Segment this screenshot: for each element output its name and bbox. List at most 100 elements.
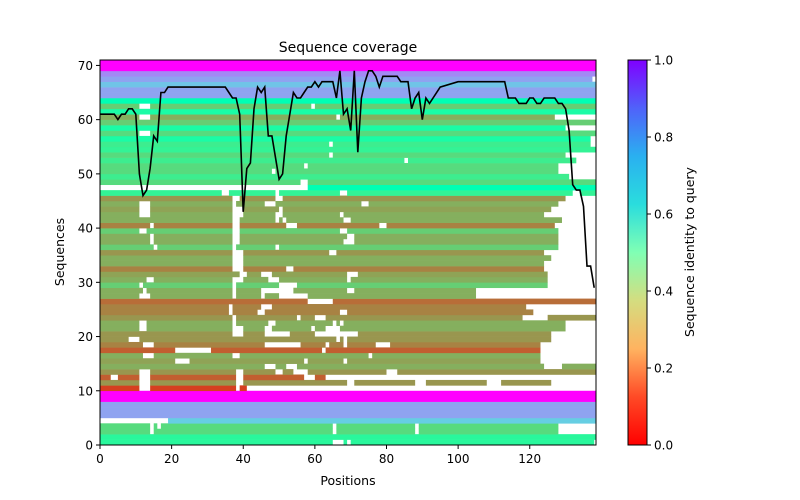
heatmap-cell bbox=[243, 325, 265, 332]
heatmap-cell bbox=[243, 255, 552, 261]
x-tick-label: 120 bbox=[518, 452, 541, 466]
heatmap-cell bbox=[275, 320, 333, 327]
heatmap-cell bbox=[347, 190, 573, 196]
heatmap-cell bbox=[236, 314, 297, 321]
heatmap-cell bbox=[150, 130, 596, 137]
heatmap-cell bbox=[100, 374, 111, 381]
heatmap-cell bbox=[239, 195, 276, 202]
heatmap-cell bbox=[279, 276, 348, 283]
heatmap-cell bbox=[279, 217, 283, 223]
colorbar-tick-label: 0.6 bbox=[654, 208, 673, 222]
heatmap-cell bbox=[211, 347, 323, 354]
heatmap-cell bbox=[332, 152, 566, 158]
heatmap-cell bbox=[100, 282, 140, 289]
heatmap-cell bbox=[100, 152, 330, 158]
heatmap-cell bbox=[146, 287, 233, 294]
heatmap-cell bbox=[501, 379, 552, 386]
heatmap-cell bbox=[368, 200, 559, 207]
heatmap-cell bbox=[100, 320, 140, 327]
heatmap-cell bbox=[336, 423, 416, 430]
heatmap-cell bbox=[579, 190, 596, 196]
heatmap-cell bbox=[246, 271, 262, 278]
chart-title: Sequence coverage bbox=[279, 40, 418, 56]
heatmap-cell bbox=[271, 271, 348, 278]
heatmap-cell bbox=[239, 352, 369, 359]
heatmap-cell bbox=[100, 146, 596, 153]
heatmap-cell bbox=[100, 228, 140, 234]
heatmap-cell bbox=[100, 92, 596, 99]
heatmap-cell bbox=[307, 184, 596, 191]
heatmap-cell bbox=[271, 304, 527, 310]
heatmap-cell bbox=[243, 266, 287, 272]
heatmap-cell bbox=[100, 369, 140, 375]
heatmap-cell bbox=[100, 179, 301, 186]
heatmap-cell bbox=[275, 200, 362, 207]
heatmap-cell bbox=[282, 369, 294, 375]
heatmap-cell bbox=[100, 341, 143, 348]
heatmap-cell bbox=[314, 374, 326, 381]
heatmap-cell bbox=[153, 423, 158, 430]
heatmap-cell bbox=[100, 81, 596, 88]
heatmap-cell bbox=[307, 293, 477, 299]
heatmap-cell bbox=[228, 190, 276, 196]
heatmap-cell bbox=[100, 423, 151, 430]
x-tick-label: 40 bbox=[236, 452, 251, 466]
heatmap-cell bbox=[243, 249, 330, 256]
heatmap-cell bbox=[296, 282, 548, 289]
heatmap-cell bbox=[142, 282, 233, 289]
heatmap-cell bbox=[347, 336, 552, 343]
heatmap-cell bbox=[239, 228, 340, 234]
heatmap-cell bbox=[100, 173, 570, 180]
heatmap-cell bbox=[100, 244, 154, 251]
heatmap-cell bbox=[100, 222, 151, 229]
heatmap-cell bbox=[296, 222, 380, 229]
heatmap-cell bbox=[282, 206, 552, 213]
heatmap-cell bbox=[239, 238, 344, 245]
heatmap-cell bbox=[100, 266, 233, 272]
heatmap-cell bbox=[282, 211, 340, 218]
heatmap-cell bbox=[100, 428, 151, 435]
heatmap-cell bbox=[100, 125, 566, 131]
heatmap-cell bbox=[100, 439, 333, 446]
heatmap-cell bbox=[100, 325, 140, 332]
heatmap-cell bbox=[418, 428, 559, 435]
heatmap-cell bbox=[314, 325, 326, 332]
heatmap-cell bbox=[307, 179, 596, 186]
heatmap-cell bbox=[243, 211, 276, 218]
heatmap-cell bbox=[168, 417, 596, 424]
heatmap-cell bbox=[150, 379, 237, 386]
heatmap-cell bbox=[289, 331, 315, 337]
heatmap-cell bbox=[339, 336, 344, 343]
heatmap-cell bbox=[100, 298, 308, 305]
heatmap-cell bbox=[397, 369, 596, 375]
heatmap-cell bbox=[100, 352, 143, 359]
heatmap-cell bbox=[279, 244, 559, 251]
heatmap-cell bbox=[307, 369, 387, 375]
heatmap-cell bbox=[239, 222, 287, 229]
heatmap-cell bbox=[100, 314, 233, 321]
heatmap-cell bbox=[160, 423, 333, 430]
x-tick-label: 100 bbox=[447, 452, 470, 466]
heatmap-cell bbox=[157, 244, 233, 251]
heatmap-cell bbox=[343, 320, 566, 327]
heatmap-cell bbox=[325, 347, 541, 354]
y-tick-label: 20 bbox=[78, 330, 93, 344]
heatmap-cell bbox=[100, 195, 233, 202]
heatmap-cell bbox=[100, 163, 305, 169]
y-tick-label: 50 bbox=[78, 167, 93, 181]
heatmap-cell bbox=[339, 114, 555, 120]
x-axis-ticks: 0 20 40 60 80 100 120 bbox=[96, 445, 541, 466]
heatmap-cell bbox=[100, 135, 591, 142]
heatmap-cell bbox=[390, 341, 541, 348]
colorbar-tick-label: 0.2 bbox=[654, 362, 673, 376]
heatmap-cell bbox=[100, 276, 147, 283]
heatmap-cell bbox=[150, 200, 233, 207]
heatmap-cell bbox=[275, 168, 559, 175]
heatmap-cell bbox=[336, 249, 545, 256]
heatmap-cell bbox=[100, 412, 596, 419]
heatmap-cell bbox=[150, 385, 237, 392]
heatmap-cell bbox=[239, 233, 348, 240]
heatmap-cell bbox=[386, 222, 555, 229]
heatmap-cell bbox=[100, 309, 229, 316]
heatmap-cell bbox=[153, 352, 233, 359]
